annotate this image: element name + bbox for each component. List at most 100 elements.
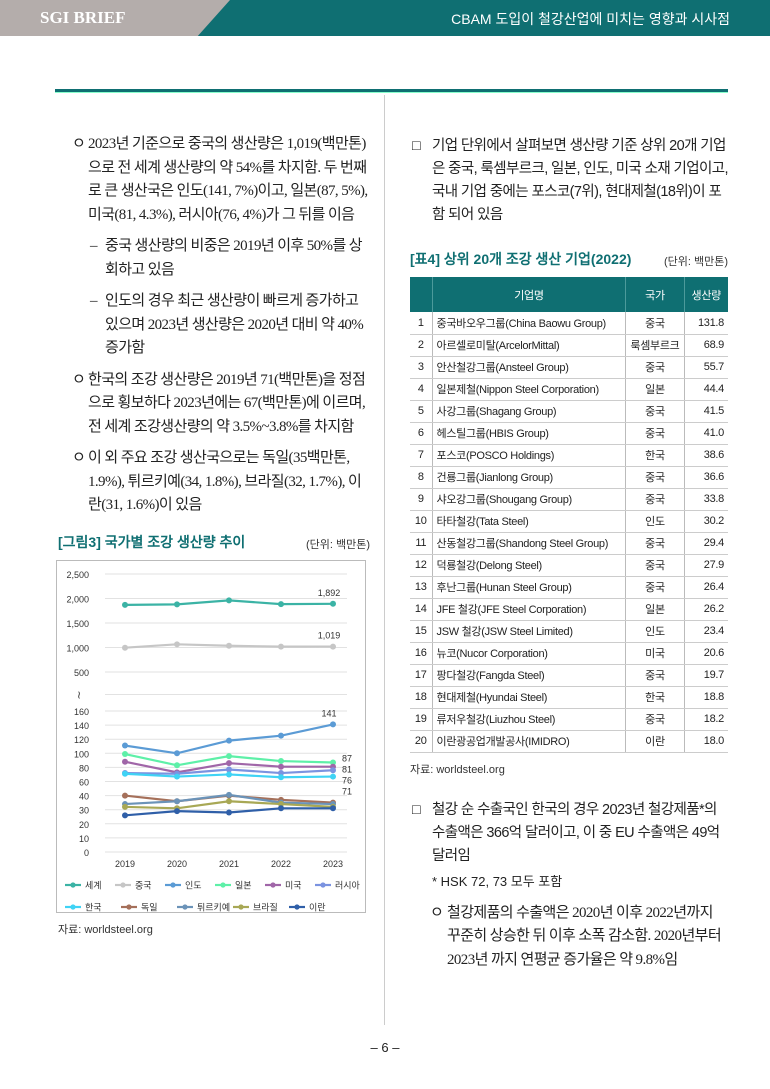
legend-marker: [170, 881, 176, 888]
legend-marker: [220, 881, 226, 888]
legend-label: 튀르키예: [197, 901, 230, 912]
legend-label: 세계: [85, 879, 102, 890]
cell-company: 샤오강그룹(Shougang Group): [431, 488, 626, 511]
cell-company: 산동철강그룹(Shandong Steel Group): [431, 532, 626, 555]
cell-production: 30.2: [683, 510, 728, 533]
data-point: [174, 640, 180, 647]
cell-country: 인도: [625, 510, 684, 533]
y-tick-label: 160: [74, 707, 89, 717]
cell-country: 중국: [625, 400, 684, 423]
y-tick-label: 2,000: [66, 594, 89, 604]
cell-company: 중국바오우그룹(China Baowu Group): [431, 312, 626, 335]
header-bar: SGI BRIEF CBAM 도입이 철강산업에 미치는 영향과 시사점: [0, 0, 770, 36]
data-point: [226, 642, 232, 649]
cell-company: 안산철강그룹(Ansteel Group): [431, 356, 626, 379]
legend-label: 브라질: [253, 901, 278, 912]
x-tick-label: 2022: [271, 859, 291, 869]
paragraph-text: 이 외 주요 조강 생산국으로는 독일(35백만톤, 1.9%), 튀르키예(3…: [88, 450, 362, 513]
table-row: 6 헤스틸그룹(HBIS Group) 중국 41.0: [410, 422, 728, 445]
cell-production: 131.8: [683, 312, 728, 335]
cell-rank: 14: [410, 598, 432, 621]
legend-marker: [120, 881, 126, 888]
legend-label: 독일: [141, 902, 158, 912]
cell-rank: 16: [410, 642, 432, 665]
data-point: [174, 600, 180, 607]
cell-company: 이란광공업개발공사(IMIDRO): [431, 730, 626, 753]
bullet: ㅇ: [72, 371, 86, 388]
cell-rank: 8: [410, 466, 432, 489]
data-point: [122, 770, 128, 777]
cell-rank: 11: [410, 532, 432, 555]
paragraph: – 인도의 경우 최근 생산량이 빠르게 증가하고 있으며 2023년 생산량은 …: [58, 290, 370, 361]
legend-marker: [182, 903, 188, 910]
y-tick-label: 1,500: [66, 619, 89, 629]
data-point: [122, 750, 128, 757]
cell-production: 36.6: [683, 466, 728, 489]
cell-country: 중국: [625, 422, 684, 445]
top20-table: 기업명 국가 생산량 1 중국바오우그룹(China Baowu Group) 중국…: [410, 277, 728, 753]
y-tick-label: 20: [79, 819, 89, 829]
data-point: [226, 737, 232, 744]
paragraph: – 중국 생산량의 비중은 2019년 이후 50%를 상회하고 있음: [58, 235, 370, 282]
col-rank: [410, 277, 432, 312]
table-row: 15 JSW 철강(JSW Steel Limited) 인도 23.4: [410, 620, 728, 643]
left-column: ㅇ 2023년 기준으로 중국의 생산량은 1,019(백만톤)으로 전 세계 생…: [56, 133, 370, 937]
data-point: [278, 800, 284, 807]
data-point: [174, 807, 180, 814]
cell-production: 18.8: [683, 686, 728, 709]
table-row: 1 중국바오우그룹(China Baowu Group) 중국 131.8: [410, 312, 728, 335]
table-row: 17 팡다철강(Fangda Steel) 중국 19.7: [410, 664, 728, 687]
legend-label: 이란: [309, 901, 326, 912]
y-tick-label: 140: [74, 721, 89, 731]
header-rule: [55, 89, 728, 93]
cell-country: 일본: [625, 378, 684, 401]
figure-unit: (단위: 백만톤): [305, 538, 370, 551]
data-label: 1,892: [318, 587, 341, 597]
data-label: 81: [342, 764, 352, 774]
cell-company: 헤스틸그룹(HBIS Group): [431, 422, 626, 445]
cell-country: 중국: [625, 488, 684, 511]
cell-company: 건룡그룹(Jianlong Group): [431, 466, 626, 489]
right-column: □ 기업 단위에서 살펴보면 생산량 기준 상위 20개 기업은 중국, 룩셈부르…: [410, 135, 729, 972]
data-point: [174, 749, 180, 756]
data-point: [278, 773, 284, 780]
data-point: [330, 720, 336, 727]
data-point: [330, 643, 336, 650]
table-row: 7 포스코(POSCO Holdings) 한국 38.6: [410, 444, 728, 467]
cell-company: 일본제철(Nippon Steel Corporation): [431, 378, 626, 401]
bullet: –: [90, 293, 97, 309]
data-point: [278, 643, 284, 650]
cell-company: 아르셀로미탈(ArcelorMittal): [431, 334, 626, 357]
data-point: [330, 758, 336, 765]
cell-production: 20.6: [683, 642, 728, 665]
cell-rank: 13: [410, 576, 432, 599]
y-tick-label: 1,000: [66, 643, 89, 653]
data-point: [122, 742, 128, 749]
cell-production: 33.8: [683, 488, 728, 511]
y-tick-label: 100: [74, 749, 89, 759]
cell-company: JFE 철강(JFE Steel Corporation): [431, 598, 626, 621]
figure-source: 자료: worldsteel.org: [58, 923, 153, 936]
data-point: [122, 803, 128, 810]
legend-label: 러시아: [335, 880, 361, 890]
cell-country: 이란: [625, 730, 684, 753]
data-point: [226, 791, 232, 798]
paragraph-text: 중국 생산량의 비중은 2019년 이후 50%를 상회하고 있음: [105, 238, 363, 278]
table-row: 8 건룡그룹(Jianlong Group) 중국 36.6: [410, 466, 728, 489]
export-paragraph: □ 철강 순 수출국인 한국의 경우 2023년 철강제품*의 수출액은 366억…: [410, 799, 728, 868]
cell-production: 68.9: [683, 334, 728, 357]
data-point: [278, 600, 284, 607]
table-row: 20 이란광공업개발공사(IMIDRO) 이란 18.0: [410, 730, 728, 753]
cell-rank: 6: [410, 422, 432, 445]
table-source: 자료: worldsteel.org: [410, 763, 505, 776]
legend-marker: [320, 881, 326, 888]
paragraph-text: 철강 순 수출국인 한국의 경우 2023년 철강제품*의 수출액은 366억 …: [432, 801, 720, 864]
data-label: 1,019: [318, 630, 341, 640]
data-point: [278, 804, 284, 811]
footnote: * HSK 72, 73 모두 포함: [432, 873, 563, 889]
column-divider: [384, 95, 385, 1025]
bullet: □: [412, 138, 421, 154]
data-point: [330, 600, 336, 607]
document-title: CBAM 도입이 철강산업에 미치는 영향과 시사점: [451, 11, 730, 27]
cell-production: 55.7: [683, 356, 728, 379]
